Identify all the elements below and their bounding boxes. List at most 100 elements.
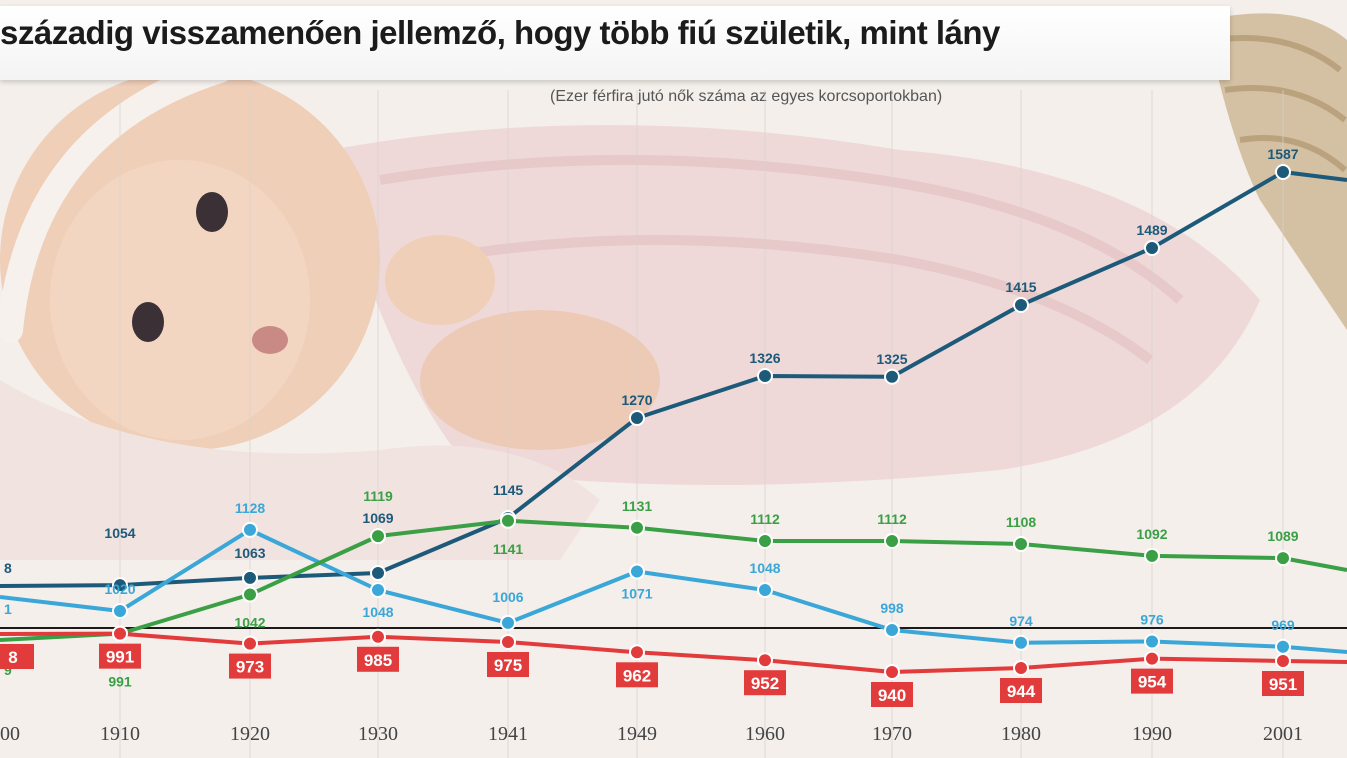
x-tick-label: 00: [0, 723, 20, 745]
data-label: 1325: [876, 351, 907, 367]
data-label: 973: [236, 658, 264, 677]
data-point: [757, 652, 773, 669]
data-point: [629, 519, 645, 536]
x-tick-label: 1941: [488, 723, 528, 745]
data-point: [370, 565, 386, 581]
data-label: 952: [751, 674, 779, 693]
data-point: [884, 533, 900, 549]
data-label: 1131: [622, 498, 653, 514]
data-label: 962: [623, 666, 651, 685]
data-label: 1092: [1136, 526, 1167, 542]
data-label: 1326: [749, 350, 780, 366]
data-label: 985: [364, 651, 392, 670]
chart-subtitle: (Ezer férfira jutó nők száma az egyes ko…: [550, 88, 943, 105]
x-tick-label: 1949: [617, 723, 657, 745]
data-point: [112, 603, 128, 619]
data-label: 9: [4, 662, 12, 678]
x-tick-label: 1910: [100, 723, 140, 745]
series-line-3: [0, 518, 1347, 642]
data-point: [500, 512, 516, 529]
data-label-box: [1000, 678, 1042, 703]
data-label: 969: [1271, 617, 1295, 633]
data-point: [1144, 547, 1160, 564]
data-point: [884, 664, 900, 680]
data-label: 940: [878, 686, 906, 705]
x-tick-label: 1960: [745, 723, 785, 745]
x-tick-label: 1970: [872, 723, 912, 745]
data-label: 1042: [234, 615, 265, 631]
data-point: [1275, 638, 1291, 655]
series-line-1: [0, 170, 1347, 588]
data-point: [1144, 633, 1160, 650]
data-point: [629, 563, 645, 580]
x-tick-label: 2001: [1263, 723, 1303, 745]
data-label-box: [357, 646, 399, 672]
data-label: 1089: [1267, 528, 1298, 544]
data-label: 8: [8, 648, 17, 667]
data-label: 1141: [493, 541, 524, 557]
data-label: 974: [1009, 613, 1033, 629]
chart-title: századig visszamenően jellemző, hogy töb…: [0, 14, 1000, 51]
data-point: [112, 625, 128, 642]
data-point: [370, 528, 386, 545]
data-point: [242, 569, 258, 586]
data-label: 975: [494, 656, 522, 675]
data-label: 1270: [621, 392, 652, 408]
data-label: 951: [1269, 675, 1297, 694]
series-line-4: [0, 631, 1347, 674]
data-label: 1069: [362, 510, 393, 526]
data-point: [757, 533, 773, 549]
data-label: 1415: [1005, 279, 1036, 295]
title-band: [0, 6, 1230, 80]
data-label: 991: [106, 648, 134, 667]
data-label-box: [1262, 671, 1304, 696]
data-label: 1119: [363, 488, 393, 504]
data-point: [757, 582, 773, 598]
data-point: [242, 635, 258, 652]
data-point: [112, 577, 128, 594]
data-point: [884, 622, 900, 638]
data-point: [1144, 240, 1160, 256]
data-point: [1144, 650, 1160, 667]
data-point: [629, 644, 645, 661]
data-label: 8: [4, 560, 12, 576]
data-label: 976: [1140, 611, 1164, 627]
data-label: 1112: [750, 511, 780, 527]
data-point: [500, 634, 516, 650]
data-point: [242, 586, 258, 603]
data-label: 998: [880, 600, 904, 616]
data-label: 991: [108, 674, 132, 690]
data-label: 1048: [362, 604, 393, 620]
data-label-box: [229, 653, 271, 679]
data-point: [370, 628, 386, 645]
data-label: 1112: [877, 511, 907, 527]
data-point: [500, 614, 516, 631]
data-label: 1489: [1136, 222, 1167, 238]
data-label: 1: [4, 601, 12, 617]
data-point: [242, 521, 258, 538]
data-label: 1128: [235, 500, 266, 516]
data-label: 1108: [1006, 514, 1037, 530]
data-label: 954: [1138, 673, 1167, 692]
x-tick-label: 1980: [1001, 723, 1041, 745]
series-line-2: [0, 527, 1347, 654]
data-label-box: [1131, 668, 1173, 694]
data-label: 1587: [1267, 146, 1298, 162]
data-point: [1013, 634, 1029, 651]
data-label-box: [871, 682, 913, 707]
data-label-box: [487, 652, 529, 677]
data-label: 1071: [621, 586, 652, 602]
data-point: [1013, 297, 1029, 313]
data-label-box: [99, 643, 141, 669]
x-tick-label: 1930: [358, 723, 398, 745]
data-point: [1275, 653, 1291, 669]
data-label-box: [0, 644, 34, 669]
data-label: 1145: [493, 482, 524, 498]
data-point: [757, 368, 773, 384]
data-label-box: [616, 662, 658, 688]
data-label: 1054: [104, 525, 135, 541]
x-tick-label: 1990: [1132, 723, 1172, 745]
